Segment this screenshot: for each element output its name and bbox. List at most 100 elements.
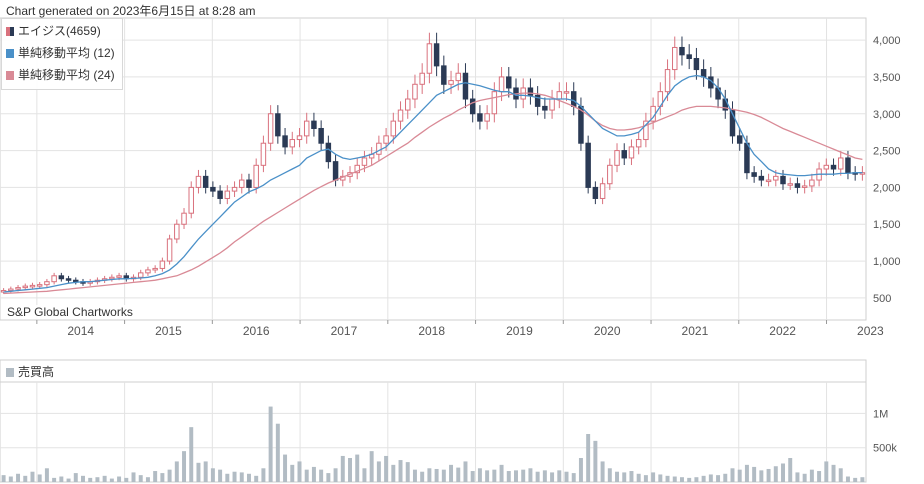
candle-body	[181, 212, 187, 225]
price-tick-label: 3,000	[873, 109, 901, 121]
candle-body	[260, 142, 267, 166]
candle-body	[22, 285, 28, 289]
legend-item-price[interactable]: エイジス(4659)	[6, 22, 101, 39]
candle-body	[484, 113, 490, 122]
volume-bar	[384, 455, 389, 482]
volume-bar	[268, 406, 273, 482]
volume-bar	[643, 475, 648, 482]
volume-bar	[239, 472, 244, 482]
candle-body	[383, 135, 389, 144]
volume-bar	[427, 468, 432, 482]
x-tick-label: 2020	[594, 324, 621, 338]
volume-bar	[802, 473, 807, 482]
volume-plot-frame	[0, 359, 867, 483]
moving-average-lines	[3, 74, 863, 295]
volume-bar	[838, 468, 843, 482]
volume-bar	[189, 427, 194, 482]
candle-body	[664, 69, 671, 93]
price-tick-label: 1,500	[873, 219, 901, 231]
sma24-swatch-icon	[6, 71, 14, 80]
candle-body	[412, 83, 418, 100]
candle-body	[246, 179, 252, 188]
volume-bar	[37, 474, 42, 482]
candle-body	[455, 72, 461, 82]
legend-label: エイジス(4659)	[18, 24, 101, 38]
volume-bar	[629, 471, 634, 482]
volume-bar	[542, 470, 547, 482]
volume-bar	[449, 464, 454, 482]
volume-bar	[788, 458, 793, 482]
volume-tick-label: 1M	[873, 408, 888, 420]
volume-bar	[586, 434, 591, 482]
candle-body	[174, 223, 180, 240]
candle-body	[217, 190, 223, 199]
candle-body	[527, 87, 534, 96]
candle-body	[693, 58, 700, 71]
candle-body	[325, 142, 332, 163]
candle-body	[65, 278, 72, 281]
candle-body	[166, 238, 173, 262]
volume-bar	[102, 475, 107, 482]
candle-body	[585, 142, 591, 188]
x-tick-label: 2021	[682, 324, 709, 338]
volume-bar	[182, 451, 187, 482]
candle-body	[195, 175, 202, 188]
candle-body	[441, 65, 447, 85]
candle-body	[397, 109, 404, 122]
volume-bar	[391, 464, 396, 482]
volume-bar	[124, 477, 129, 482]
volume-bar	[369, 451, 374, 482]
volume-bar	[81, 475, 85, 482]
candle-body	[29, 284, 36, 288]
candle-body	[643, 120, 649, 141]
volume-bar	[405, 462, 410, 482]
volume-bar	[398, 460, 403, 482]
candle-body	[36, 284, 43, 287]
candle-body	[275, 113, 281, 137]
candle-body	[332, 161, 339, 181]
candle-body	[318, 127, 324, 144]
candle-body	[787, 183, 793, 186]
candle-body	[549, 98, 555, 111]
candle-body	[282, 135, 288, 148]
volume-bar	[254, 475, 259, 482]
volume-bar	[441, 469, 446, 482]
volume-bar	[651, 472, 656, 482]
volume-bar	[117, 476, 122, 482]
volume-bar	[311, 466, 316, 482]
volume-bar	[672, 476, 677, 482]
volume-bar	[30, 471, 35, 482]
candle-body	[765, 179, 772, 183]
price-tick-label: 4,000	[873, 35, 901, 47]
candle-body	[231, 186, 238, 192]
candle-body	[744, 142, 750, 174]
volume-bar	[44, 468, 49, 482]
legend-item-sma24[interactable]: 単純移動平均 (24)	[6, 66, 115, 83]
volume-bar	[853, 477, 858, 482]
volume-bar	[283, 454, 288, 482]
candle-body	[116, 275, 122, 278]
volume-bar	[557, 470, 562, 482]
candle-body	[419, 72, 425, 85]
volume-bar	[261, 468, 266, 482]
candle-body	[773, 175, 779, 181]
volume-bar	[716, 475, 721, 482]
candle-body	[15, 287, 21, 290]
volume-bar	[109, 478, 114, 482]
volume-bar	[499, 464, 504, 482]
candle-body	[556, 91, 563, 100]
volume-bar	[225, 473, 230, 482]
volume-bar	[506, 471, 511, 482]
x-tick-label: 2018	[418, 324, 445, 338]
volume-bar	[210, 468, 215, 482]
x-tick-label: 2022	[769, 324, 796, 338]
candle-body	[628, 146, 635, 159]
candle-body	[152, 267, 158, 271]
volume-tick-label: 500k	[873, 443, 897, 455]
candle-body	[390, 120, 397, 137]
price-tick-label: 2,000	[873, 182, 901, 194]
candle-body	[607, 164, 613, 185]
legend-item-sma12[interactable]: 単純移動平均 (12)	[6, 44, 115, 61]
volume-bar	[160, 473, 165, 482]
volume-bar	[773, 466, 778, 482]
